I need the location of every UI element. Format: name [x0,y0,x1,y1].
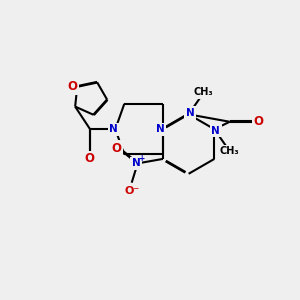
Text: CH₃: CH₃ [219,146,239,157]
Text: N: N [212,126,220,136]
Text: O: O [67,80,77,93]
Text: N: N [186,108,194,118]
Text: N: N [156,124,164,134]
Text: CH₃: CH₃ [194,87,213,97]
Text: N: N [110,124,118,134]
Text: +: + [138,154,144,164]
Text: O: O [254,115,264,128]
Text: N: N [132,158,140,168]
Text: O: O [84,152,94,165]
Text: O⁻: O⁻ [124,186,139,196]
Text: O: O [111,142,121,155]
